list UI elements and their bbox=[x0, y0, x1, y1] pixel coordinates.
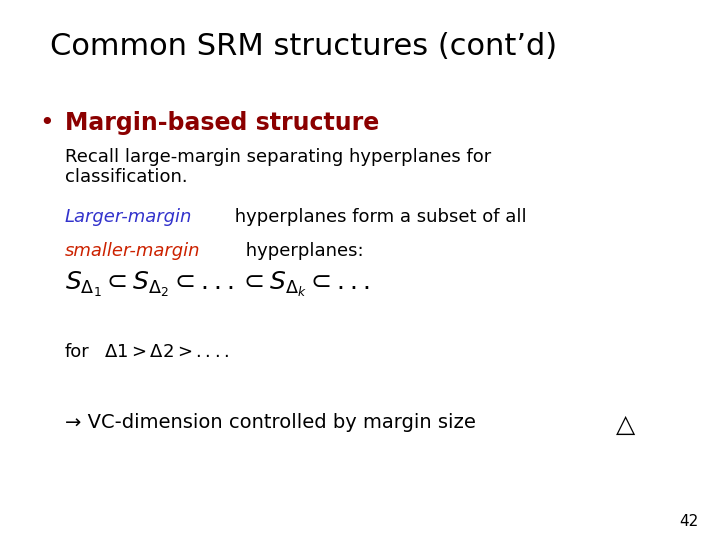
Text: Larger-margin: Larger-margin bbox=[65, 208, 192, 226]
Text: Common SRM structures (cont’d): Common SRM structures (cont’d) bbox=[50, 32, 557, 62]
Text: $\Delta 1 > \Delta 2 > ....$: $\Delta 1 > \Delta 2 > ....$ bbox=[104, 343, 230, 361]
Text: for: for bbox=[65, 343, 89, 361]
Text: smaller-margin: smaller-margin bbox=[65, 242, 200, 260]
Text: $S_{\Delta_1} \subset S_{\Delta_2} \subset ... \subset S_{\Delta_k} \subset ...$: $S_{\Delta_1} \subset S_{\Delta_2} \subs… bbox=[65, 270, 369, 299]
Text: △: △ bbox=[616, 413, 635, 437]
Text: → VC-dimension controlled by margin size: → VC-dimension controlled by margin size bbox=[65, 413, 476, 432]
Text: •: • bbox=[40, 111, 54, 134]
Text: Margin-based structure: Margin-based structure bbox=[65, 111, 379, 134]
Text: 42: 42 bbox=[679, 514, 698, 529]
Text: hyperplanes form a subset of all: hyperplanes form a subset of all bbox=[229, 208, 527, 226]
Text: Recall large-margin separating hyperplanes for: Recall large-margin separating hyperplan… bbox=[65, 148, 491, 166]
Text: classification.: classification. bbox=[65, 168, 187, 186]
Text: hyperplanes:: hyperplanes: bbox=[240, 242, 364, 260]
